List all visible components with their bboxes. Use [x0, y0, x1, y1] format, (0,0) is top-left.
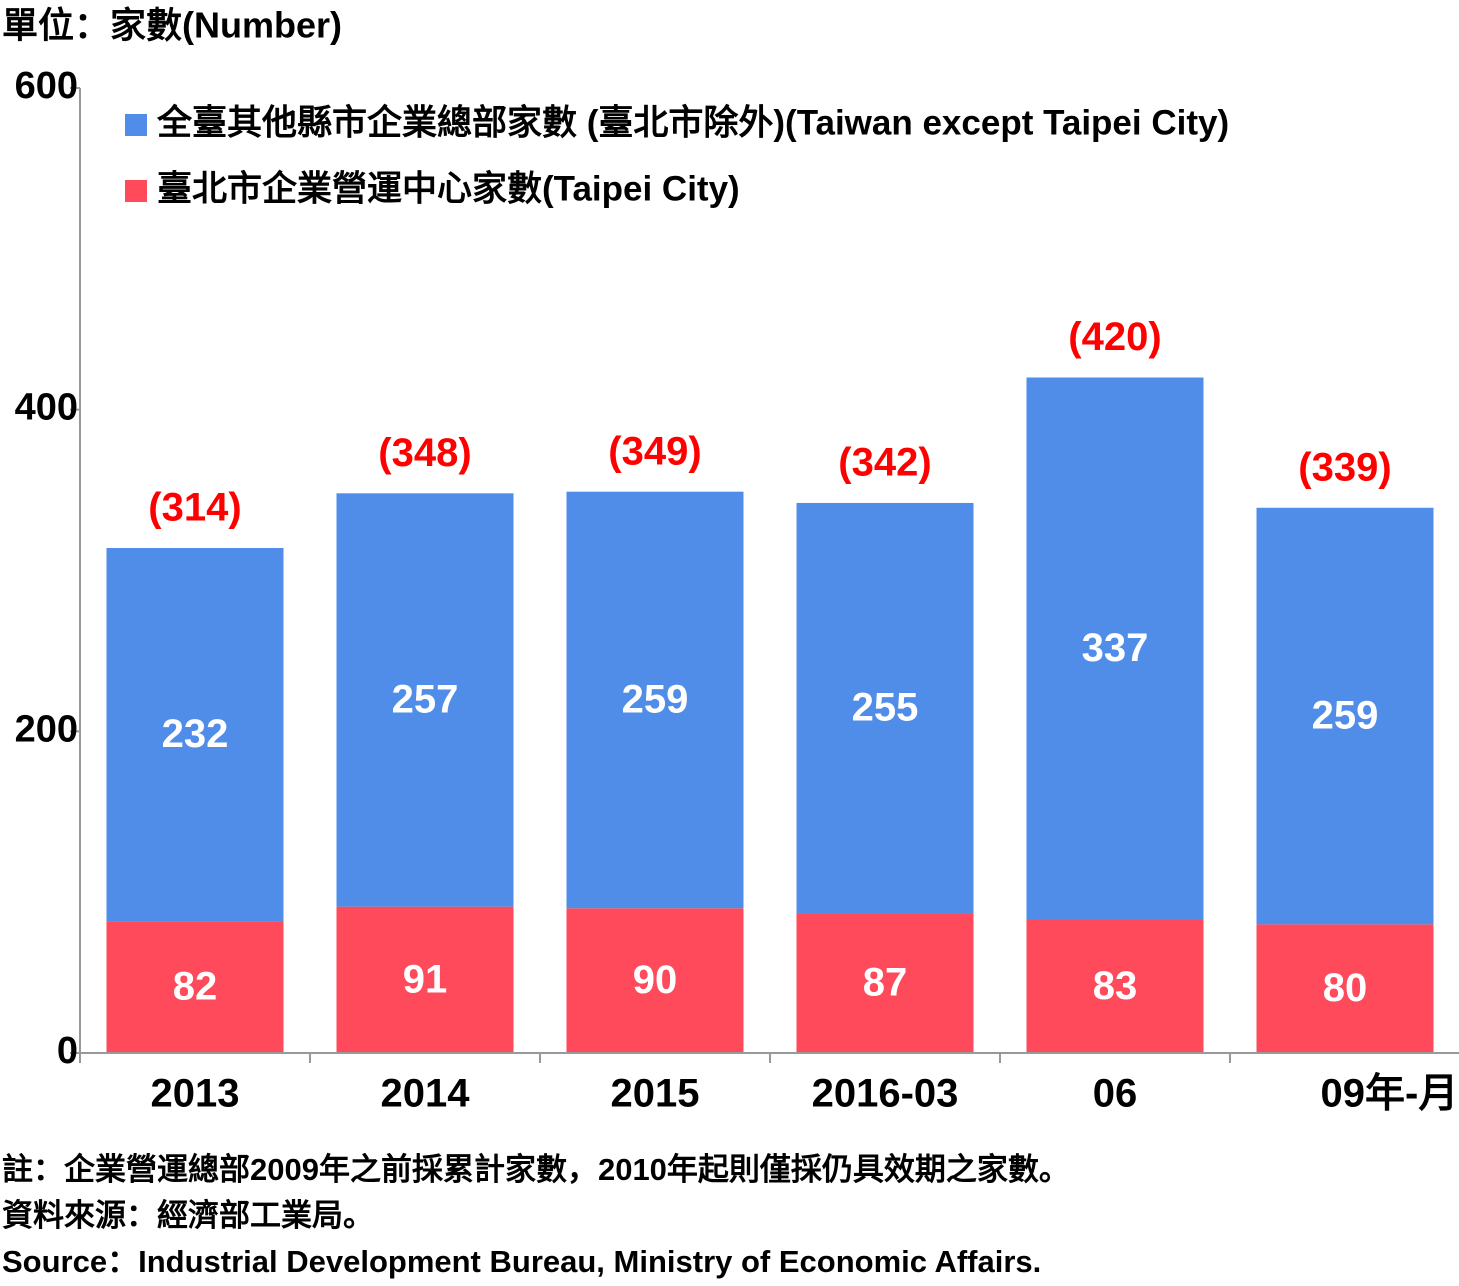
bar-segment: [336, 906, 514, 1053]
total-label: (314): [148, 486, 241, 530]
bar-segment: [1026, 919, 1204, 1053]
value-label: 91: [403, 957, 448, 1001]
bar-segment: [106, 547, 284, 922]
total-label: (339): [1298, 445, 1391, 489]
y-tick-label: 600: [15, 65, 78, 107]
x-tick-label: 09: [1321, 1072, 1366, 1116]
bar-segment: [796, 502, 974, 914]
legend-swatch: [125, 114, 147, 136]
legend-label: 臺北市企業營運中心家數(Taipei City): [157, 168, 740, 208]
x-tick-label: 06: [1093, 1072, 1138, 1116]
x-axis-label: 年-月: [1365, 1072, 1458, 1116]
value-label: 257: [392, 678, 459, 722]
value-label: 80: [1323, 966, 1368, 1010]
bar-segment: [566, 908, 744, 1053]
x-tick-label: 2016-03: [812, 1072, 959, 1116]
total-label: (349): [608, 429, 701, 473]
bar-segment: [336, 493, 514, 907]
note: 資料來源：經濟部工業局。: [2, 1198, 374, 1233]
total-label: (348): [378, 431, 471, 475]
bar-segment: [796, 913, 974, 1053]
bar-segment: [1256, 924, 1434, 1053]
unit-label: 單位：家數(Number): [2, 5, 342, 46]
x-tick-label: 2014: [381, 1072, 471, 1116]
total-label: (420): [1068, 315, 1161, 359]
value-label: 82: [173, 965, 218, 1009]
x-tick-label: 2013: [151, 1072, 240, 1116]
value-label: 87: [863, 961, 908, 1005]
value-label: 90: [633, 958, 678, 1002]
value-label: 337: [1082, 626, 1149, 670]
note: Source：Industrial Development Bureau, Mi…: [2, 1244, 1041, 1279]
y-tick-label: 0: [57, 1030, 78, 1072]
note: 註：企業營運總部2009年之前採累計家數，2010年起則僅採仍具效期之家數。: [2, 1152, 1070, 1187]
value-label: 259: [622, 678, 689, 722]
bar-segment: [1026, 377, 1204, 920]
value-label: 259: [1312, 694, 1379, 738]
legend-label: 全臺其他縣市企業總部家數 (臺北市除外)(Taiwan except Taipe…: [156, 102, 1229, 142]
y-tick-label: 200: [15, 708, 78, 750]
value-label: 232: [162, 712, 229, 756]
value-label: 83: [1093, 964, 1138, 1008]
value-label: 255: [852, 686, 919, 730]
bar-segment: [1256, 507, 1434, 925]
y-tick-label: 400: [15, 387, 78, 429]
bar-segment: [106, 921, 284, 1053]
total-label: (342): [838, 441, 931, 485]
bar-segment: [566, 491, 744, 909]
x-tick-label: 2015: [611, 1072, 700, 1116]
legend-swatch: [125, 180, 147, 202]
